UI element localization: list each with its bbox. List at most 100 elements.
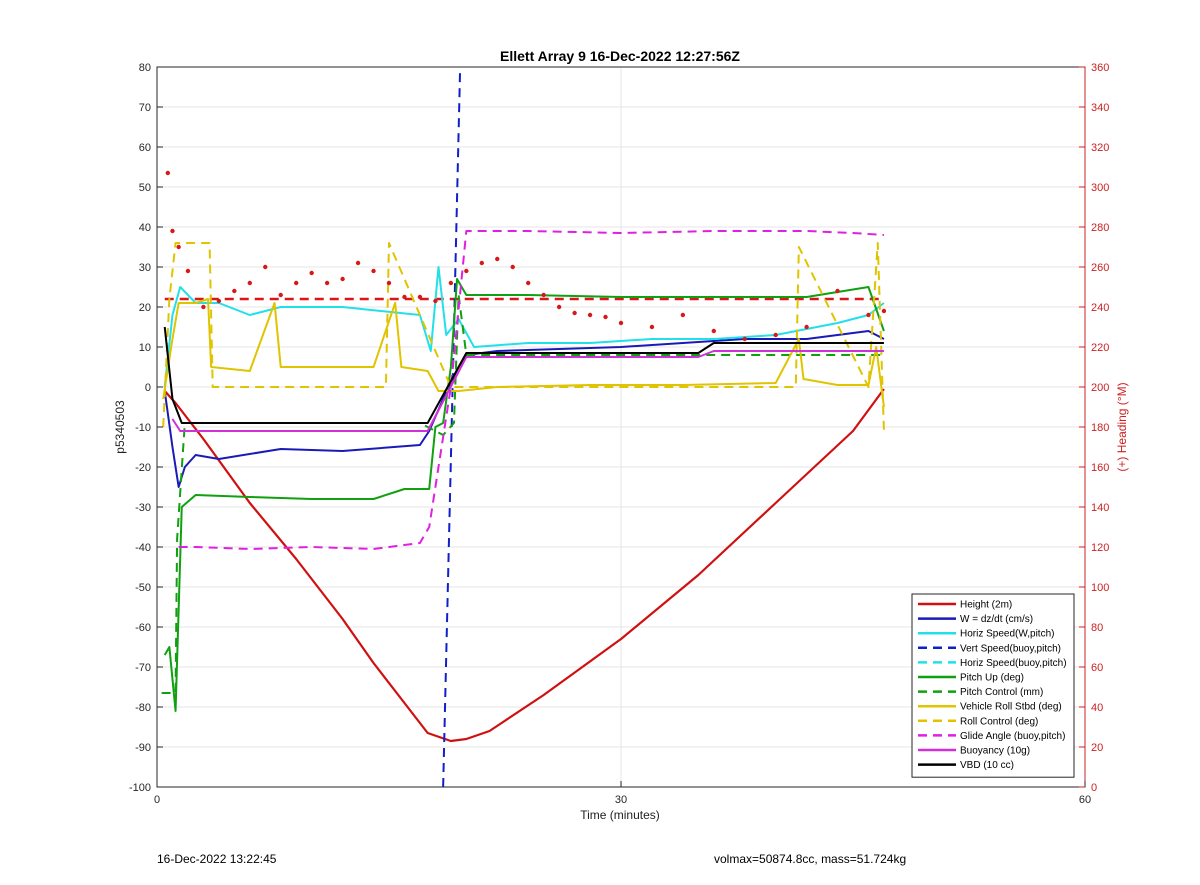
legend-label: W = dz/dt (cm/s) [960, 614, 1033, 625]
y2-tick-label: 180 [1091, 422, 1109, 434]
y2-tick-label: 200 [1091, 382, 1109, 394]
series-line-1 [163, 330, 885, 488]
heading-point [649, 324, 655, 330]
legend-box [911, 593, 1075, 778]
y2-tick-label: 0 [1091, 782, 1097, 794]
heading-point [232, 288, 237, 294]
heading-point [881, 308, 887, 314]
heading-point [294, 280, 299, 286]
x-axis-label: Time (minutes) [580, 808, 660, 822]
series-line-11 [163, 326, 884, 424]
y-tick-label: 30 [139, 262, 151, 274]
y-tick-label: -30 [135, 502, 151, 514]
series-layer [161, 67, 887, 787]
y-tick-label: 50 [139, 182, 151, 194]
heading-point [340, 276, 345, 282]
heading-point [572, 310, 577, 316]
y-tick-label: -80 [135, 702, 151, 714]
legend-label: Height (2m) [960, 600, 1012, 611]
y2-tick-label: 360 [1091, 62, 1109, 74]
chart-title: Ellett Array 9 16-Dec-2022 12:27:56Z [500, 48, 740, 64]
y-tick-label: -10 [135, 422, 151, 434]
y2-tick-label: 280 [1091, 222, 1109, 234]
legend-label: Roll Control (deg) [960, 716, 1038, 727]
y-tick-label: -100 [129, 782, 151, 794]
y-tick-label: -60 [135, 622, 151, 634]
y2-tick-label: 260 [1091, 262, 1109, 274]
y-tick-label: -20 [135, 462, 151, 474]
legend-label: Buoyancy (10g) [960, 746, 1030, 757]
legend-label: Glide Angle (buoy,pitch) [960, 731, 1065, 742]
heading-point [324, 280, 330, 286]
heading-point [165, 170, 171, 176]
heading-point [263, 264, 268, 270]
y-tick-label: 10 [139, 342, 151, 354]
legend-label: Vert Speed(buoy,pitch) [960, 643, 1061, 654]
legend-label: Pitch Up (deg) [960, 673, 1024, 684]
legend-label: Horiz Speed(buoy,pitch) [960, 658, 1067, 669]
y2-axis-label: (+) Heading (°M) [1115, 382, 1129, 471]
heading-point [804, 324, 809, 330]
y2-tick-label: 140 [1091, 502, 1109, 514]
heading-point [216, 298, 222, 304]
y2-tick-label: 80 [1091, 622, 1103, 634]
legend-label: Pitch Control (mm) [960, 687, 1043, 698]
legend: Height (2m) W = dz/dt (cm/s) Horiz Speed(W… [911, 593, 1075, 778]
x-tick-label: 30 [615, 794, 627, 806]
series-line-8 [162, 242, 885, 432]
y2-tick-label: 220 [1091, 342, 1109, 354]
x-tick-label: 60 [1079, 794, 1091, 806]
y-tick-label: 0 [145, 382, 151, 394]
heading-point [355, 260, 361, 266]
y2-tick-label: 300 [1091, 182, 1109, 194]
heading-point [309, 270, 314, 276]
heading-point [618, 320, 624, 326]
series-line-7 [162, 298, 885, 408]
y-tick-label: 60 [139, 142, 151, 154]
heading-point [201, 304, 206, 310]
y2-tick-label: 340 [1091, 102, 1109, 114]
heading-point [386, 280, 392, 286]
y-tick-label: -40 [135, 542, 151, 554]
y-tick-label: 80 [139, 62, 151, 74]
heading-point [479, 260, 484, 266]
series-line-5 [163, 278, 885, 712]
heading-point [464, 268, 469, 274]
footer-timestamp: 16-Dec-2022 13:22:45 [157, 852, 277, 866]
legend-label: VBD (10 cc) [960, 760, 1014, 771]
series-line-9 [178, 230, 884, 550]
heading-point [433, 298, 438, 304]
heading-point [866, 312, 871, 318]
y2-tick-label: 40 [1091, 702, 1103, 714]
heading-point [541, 292, 546, 298]
heading-point [680, 312, 686, 318]
heading-point [170, 228, 175, 234]
y2-tick-label: 320 [1091, 142, 1109, 154]
y-axis-label: p5340503 [113, 400, 127, 454]
series-line-10 [171, 350, 884, 432]
footer-stats: volmax=50874.8cc, mass=51.724kg [714, 852, 907, 866]
heading-point [526, 280, 531, 286]
heading-point [495, 256, 500, 262]
y-tick-label: 70 [139, 102, 151, 114]
heading-point [510, 264, 515, 270]
y2-tick-label: 160 [1091, 462, 1109, 474]
y-tick-label: -70 [135, 662, 151, 674]
y2-tick-label: 20 [1091, 742, 1103, 754]
heading-point [587, 312, 593, 318]
heading-point [773, 332, 778, 338]
heading-point [556, 304, 562, 310]
axes: 0 30 6080706050403020100-10-20-30-40-50-60… [129, 62, 1109, 806]
y2-tick-label: 120 [1091, 542, 1109, 554]
series-line-0 [163, 388, 885, 743]
legend-label: Horiz Speed(W,pitch) [960, 629, 1054, 640]
heading-point [603, 314, 608, 320]
heading-point [247, 280, 252, 286]
plotted-data [161, 67, 887, 787]
heading-point [371, 268, 376, 274]
heading-point [711, 328, 716, 334]
heading-point [278, 292, 283, 298]
y-tick-label: 40 [139, 222, 151, 234]
y2-tick-label: 60 [1091, 662, 1103, 674]
